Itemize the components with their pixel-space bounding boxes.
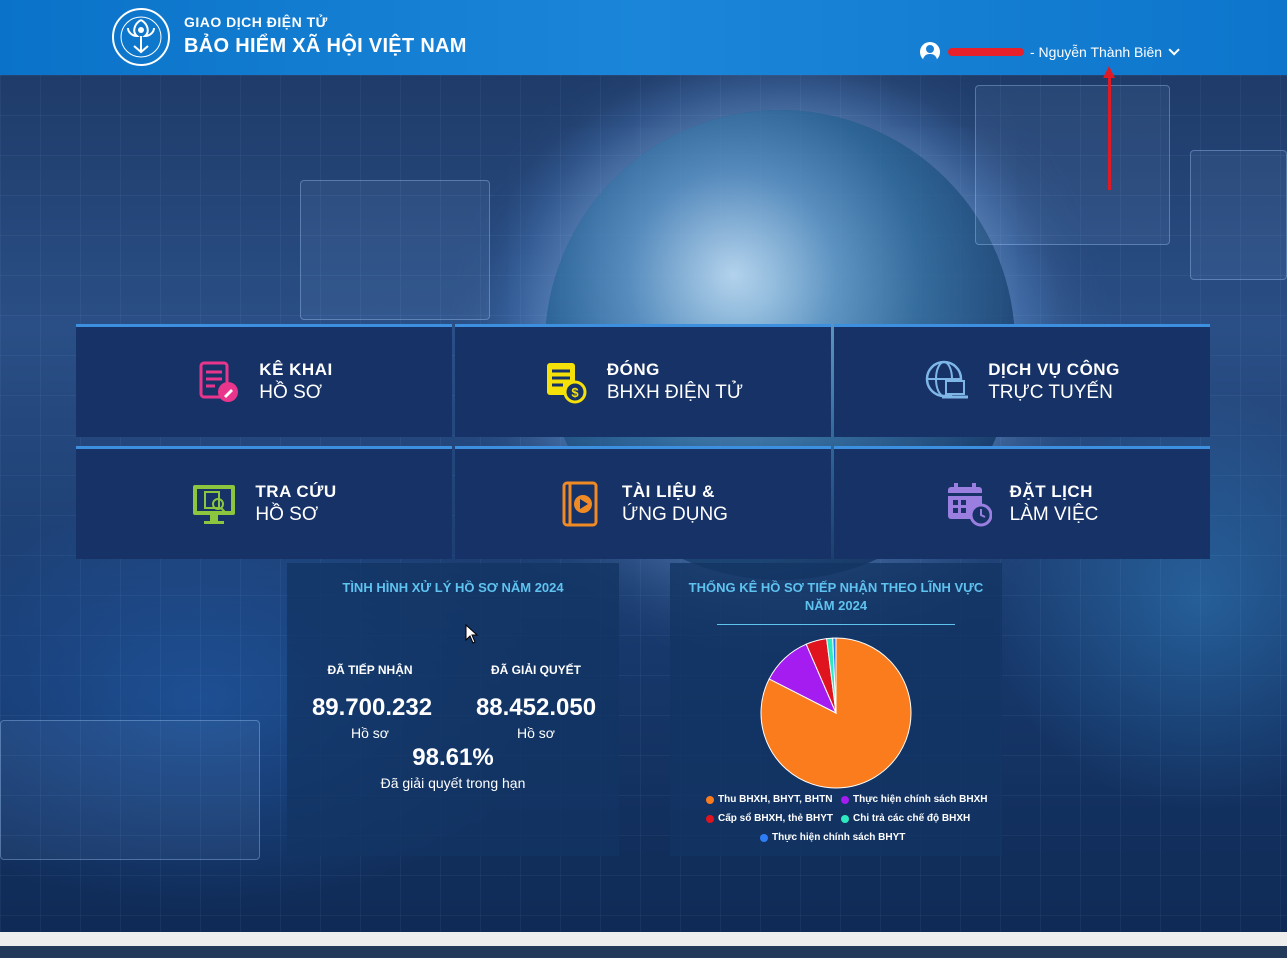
pie-slice-4[interactable]: [832, 637, 837, 714]
brand-title: BẢO HIỂM XÃ HỘI VIỆT NAM: [184, 35, 467, 57]
legend-item[interactable]: Thu BHXH, BHYT, BHTN: [706, 794, 832, 805]
tile-dich-vu-cong[interactable]: DỊCH VỤ CÔNG TRỰC TUYẾN: [834, 324, 1210, 437]
background-panel: [1190, 150, 1287, 280]
pie-slice-0[interactable]: [760, 637, 912, 789]
legend-dot: [841, 814, 849, 823]
category-stats-panel: THỐNG KÊ HỒ SƠ TIẾP NHẬN THEO LĨNH VỰC N…: [670, 563, 1002, 856]
tile-subtitle: BHXH ĐIỆN TỬ: [606, 382, 744, 403]
processing-stats-panel: TÌNH HÌNH XỬ LÝ HỒ SƠ NĂM 2024 ĐÃ TIẾP N…: [287, 563, 619, 856]
bhxh-logo-icon[interactable]: [110, 6, 172, 68]
legend-dot: [841, 795, 849, 804]
legend-label: Cấp sổ BHXH, thẻ BHYT: [718, 813, 834, 824]
legend-item[interactable]: Chi trả các chế độ BHXH: [841, 813, 970, 824]
service-tiles: KÊ KHAI HỒ SƠ $ ĐÓNG BHXH ĐIỆN TỬ: [76, 324, 1210, 559]
annotation-arrow-icon: [1103, 66, 1115, 190]
legend-label: Thực hiện chính sách BHXH: [853, 794, 988, 805]
tile-dat-lich-lam-viec[interactable]: ĐẶT LỊCH LÀM VIỆC: [834, 446, 1210, 559]
legend-item[interactable]: Cấp sổ BHXH, thẻ BHYT: [706, 813, 833, 824]
user-avatar-icon: [920, 42, 940, 62]
legend-dot: [706, 795, 714, 804]
pie-title: THỐNG KÊ HỒ SƠ TIẾP NHẬN THEO LĨNH VỰC N…: [670, 579, 1002, 615]
tile-title: ĐÓNG: [606, 360, 660, 379]
book-play-icon: [562, 481, 598, 527]
tile-subtitle: TRỰC TUYẾN: [988, 382, 1113, 403]
received-value: 89.700.232: [311, 694, 433, 721]
on-time-rate-label: Đã giải quyết trong hạn: [380, 775, 526, 791]
background-panel: [0, 720, 260, 860]
legend-item[interactable]: Thực hiện chính sách BHYT: [760, 832, 905, 843]
tile-title: DỊCH VỤ CÔNG: [988, 360, 1120, 379]
os-taskbar: [0, 946, 1287, 958]
pie-chart: [760, 637, 912, 789]
tile-title: TRA CỨU: [255, 482, 337, 501]
stats-title: TÌNH HÌNH XỬ LÝ HỒ SƠ NĂM 2024: [342, 580, 564, 595]
legend-dot: [706, 814, 714, 823]
user-menu[interactable]: - Nguyễn Thành Biên: [920, 40, 1180, 64]
legend-dot: [760, 833, 768, 842]
tile-subtitle: HỒ SƠ: [255, 504, 319, 525]
svg-text:$: $: [571, 385, 579, 400]
resolved-value: 88.452.050: [475, 694, 597, 721]
on-time-rate: 98.61%: [412, 744, 494, 771]
received-unit: Hồ sơ: [351, 725, 389, 741]
tile-dong-bhxh[interactable]: $ ĐÓNG BHXH ĐIỆN TỬ: [455, 324, 831, 437]
pie-title-line2: NĂM 2024: [804, 598, 868, 613]
calendar-clock-icon: [947, 483, 992, 527]
brand-subtitle: GIAO DỊCH ĐIỆN TỬ: [184, 14, 328, 30]
tile-ke-khai-ho-so[interactable]: KÊ KHAI HỒ SƠ: [76, 324, 452, 437]
header-bar: GIAO DỊCH ĐIỆN TỬ BẢO HIỂM XÃ HỘI VIỆT N…: [0, 0, 1287, 75]
file-edit-icon: [199, 361, 239, 402]
title-divider: [717, 624, 955, 625]
legend-label: Chi trả các chế độ BHXH: [853, 813, 971, 824]
redacted-user-id: [948, 48, 1024, 56]
tile-subtitle: ỨNG DỤNG: [622, 504, 728, 525]
tile-subtitle: HỒ SƠ: [259, 382, 323, 403]
mouse-cursor-icon: [465, 624, 479, 644]
background-panel: [975, 85, 1170, 245]
legend-label: Thực hiện chính sách BHYT: [772, 832, 906, 843]
background-panel: [300, 180, 490, 320]
pie-title-line1: THỐNG KÊ HỒ SƠ TIẾP NHẬN THEO LĨNH VỰC: [688, 580, 984, 595]
tile-title: TÀI LIỆU &: [622, 482, 715, 501]
monitor-search-icon: [193, 485, 236, 524]
tile-title: KÊ KHAI: [259, 360, 333, 379]
tile-title: ĐẶT LỊCH: [1009, 482, 1093, 501]
tile-tra-cuu-ho-so[interactable]: TRA CỨU HỒ SƠ: [76, 446, 452, 559]
user-name: - Nguyễn Thành Biên: [1030, 44, 1163, 60]
bill-dollar-icon: $: [546, 363, 587, 404]
chevron-down-icon[interactable]: [1168, 44, 1180, 56]
tile-tai-lieu-ung-dung[interactable]: TÀI LIỆU & ỨNG DỤNG: [455, 446, 831, 559]
legend-item[interactable]: Thực hiện chính sách BHXH: [841, 794, 987, 805]
tile-subtitle: LÀM VIỆC: [1009, 504, 1099, 525]
resolved-unit: Hồ sơ: [517, 725, 555, 741]
resolved-label: ĐÃ GIẢI QUYẾT: [490, 663, 581, 677]
legend-label: Thu BHXH, BHYT, BHTN: [718, 794, 833, 805]
received-label: ĐÃ TIẾP NHẬN: [327, 663, 413, 677]
globe-laptop-icon: [925, 360, 969, 399]
